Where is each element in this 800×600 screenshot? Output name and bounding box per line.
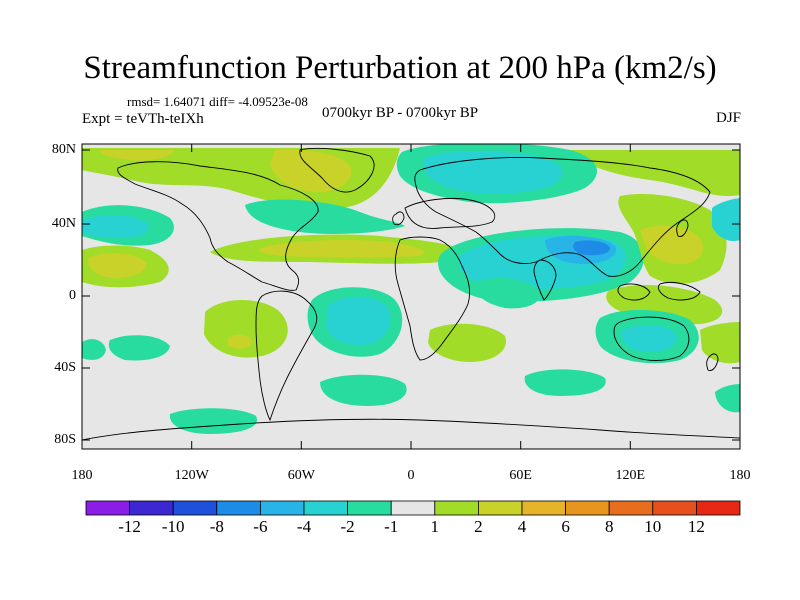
contour-positive-south-africa: [428, 323, 506, 362]
lon-label-120e: 120E: [615, 468, 646, 483]
contour-positive-north-east: [560, 150, 740, 197]
colorbar-label: 1: [430, 517, 440, 536]
colorbar-swatch: [172, 500, 218, 516]
lat-label-40n: 40N: [51, 216, 76, 231]
contour-negative-southern-atlantic: [320, 374, 407, 406]
colorbar-swatch: [303, 500, 348, 516]
lat-label-80s: 80S: [54, 432, 76, 447]
lon-label-0: 0: [407, 468, 415, 483]
colorbar-label: -6: [253, 517, 268, 536]
lat-ticks: [82, 149, 740, 441]
colorbar-label: -2: [340, 517, 355, 536]
contour-negative-australia-core: [621, 325, 677, 352]
lon-label-120w: 120W: [174, 468, 209, 483]
colorbar-swatch: [129, 500, 174, 516]
contour-negative-east-pacific-south: [108, 335, 170, 361]
season-label: DJF: [715, 110, 741, 126]
lat-label-40s: 40S: [54, 360, 76, 375]
contour-negative-north-atlantic: [245, 199, 405, 234]
contour-yellow-subtropics-pacific: [88, 253, 147, 278]
plot-title: Streamfunction Perturbation at 200 hPa (…: [83, 50, 717, 86]
colorbar-swatch: [85, 500, 130, 516]
contour-yellow-atlantic-band: [259, 240, 424, 258]
stats-text: rmsd= 1.64071 diff= -4.09523e-08: [127, 94, 308, 109]
colorbar-label: -1: [384, 517, 399, 536]
lon-ticks: [81, 144, 741, 449]
colorbar-label: 2: [474, 517, 483, 536]
contour-negative-south-atlantic-core: [326, 296, 391, 346]
lon-label-60e: 60E: [509, 468, 532, 483]
lon-label-180w: 180: [71, 468, 93, 483]
contour-yellow-south-pacific: [228, 334, 252, 349]
contour-negative-west-pacific-core: [82, 215, 149, 238]
map-area: [82, 144, 740, 449]
lat-label-80n: 80N: [51, 142, 76, 157]
colorbar-label: 6: [561, 517, 570, 536]
colorbar-label: -12: [118, 517, 141, 536]
colorbar: [85, 500, 741, 516]
colorbar-swatch: [696, 500, 741, 516]
contour-yellow-north-pacific: [100, 150, 175, 161]
contour-negative-south-pacific-west: [82, 339, 106, 360]
contour-negative-southern-indian: [524, 369, 606, 396]
period-label: 0700kyr BP - 0700kyr BP: [322, 105, 479, 121]
contour-negative-southern-pacific-east: [715, 384, 740, 413]
colorbar-label: -8: [209, 517, 224, 536]
colorbar-swatch: [347, 500, 392, 516]
colorbar-label: 8: [604, 517, 614, 536]
contour-negative-indian-ocean-south: [474, 277, 541, 309]
colorbar-label: -4: [296, 517, 312, 536]
colorbar-swatch: [259, 500, 305, 516]
lat-label-0: 0: [69, 288, 76, 303]
contour-yellow-north-america: [270, 149, 352, 192]
lon-label-60w: 60W: [287, 468, 315, 483]
colorbar-label: -10: [161, 517, 185, 536]
contour-positive-south-pacific: [204, 300, 288, 358]
lon-label-180e: 180: [729, 468, 751, 483]
colorbar-swatch: [216, 500, 261, 516]
colorbar-swatch: [565, 500, 610, 516]
contour-negative-northwest-pacific: [712, 198, 740, 242]
experiment-label: Expt = teVTh-teIXh: [82, 111, 204, 127]
colorbar-swatch: [521, 500, 566, 516]
colorbar-swatch: [652, 500, 697, 516]
colorbar-label: 4: [517, 517, 527, 536]
colorbar-swatch: [608, 500, 654, 516]
colorbar-label: 10: [644, 517, 662, 536]
contour-yellow-east-asia: [640, 225, 704, 265]
contour-negative-asia-inner: [573, 240, 610, 256]
colorbar-swatch: [477, 500, 523, 516]
colorbar-swatch: [434, 500, 479, 516]
colorbar-swatch: [390, 500, 436, 516]
contour-positive-southeast-pacific: [700, 322, 740, 364]
coastlines: [82, 147, 740, 441]
colorbar-label: 12: [687, 517, 705, 536]
